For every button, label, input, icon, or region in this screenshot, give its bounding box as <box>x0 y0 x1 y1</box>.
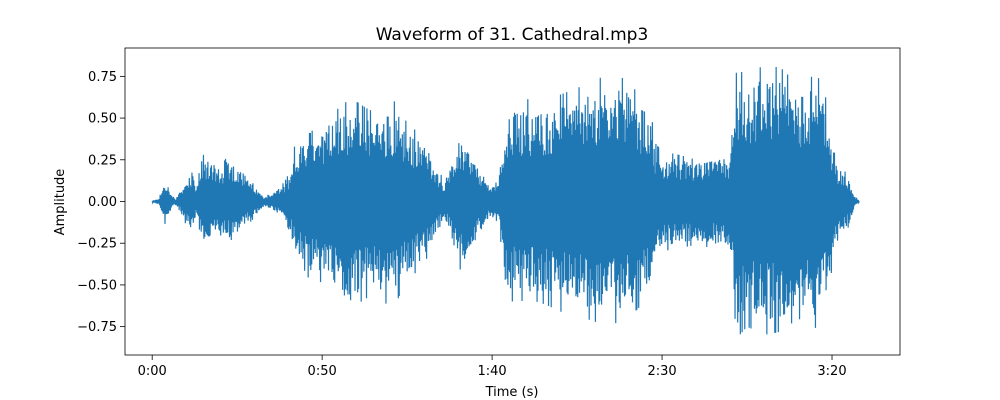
y-tick-label: −0.75 <box>77 320 117 335</box>
y-tick-label: 0.25 <box>88 153 117 168</box>
x-tick-label: 3:20 <box>817 364 846 379</box>
y-tick-label: 0.50 <box>88 112 117 127</box>
x-axis-label: Time (s) <box>485 385 539 400</box>
y-tick-label: 0.75 <box>88 70 117 85</box>
plot-area: 0:00 0:50 1:40 2:30 3:20 −0.75 −0.50 −0.25 0.00 0… <box>77 47 901 379</box>
waveform-series-line <box>151 67 860 335</box>
x-tick-label: 1:40 <box>478 364 507 379</box>
chart-title: Waveform of 31. Cathedral.mp3 <box>376 25 649 45</box>
y-axis-label: Amplitude <box>53 169 68 236</box>
y-tick-label: 0.00 <box>88 195 117 210</box>
x-tick-label: 0:50 <box>308 364 337 379</box>
x-tick-label: 2:30 <box>647 364 676 379</box>
x-tick-label: 0:00 <box>138 364 167 379</box>
y-tick-label: −0.25 <box>77 237 117 252</box>
y-tick-label: −0.50 <box>77 278 117 293</box>
